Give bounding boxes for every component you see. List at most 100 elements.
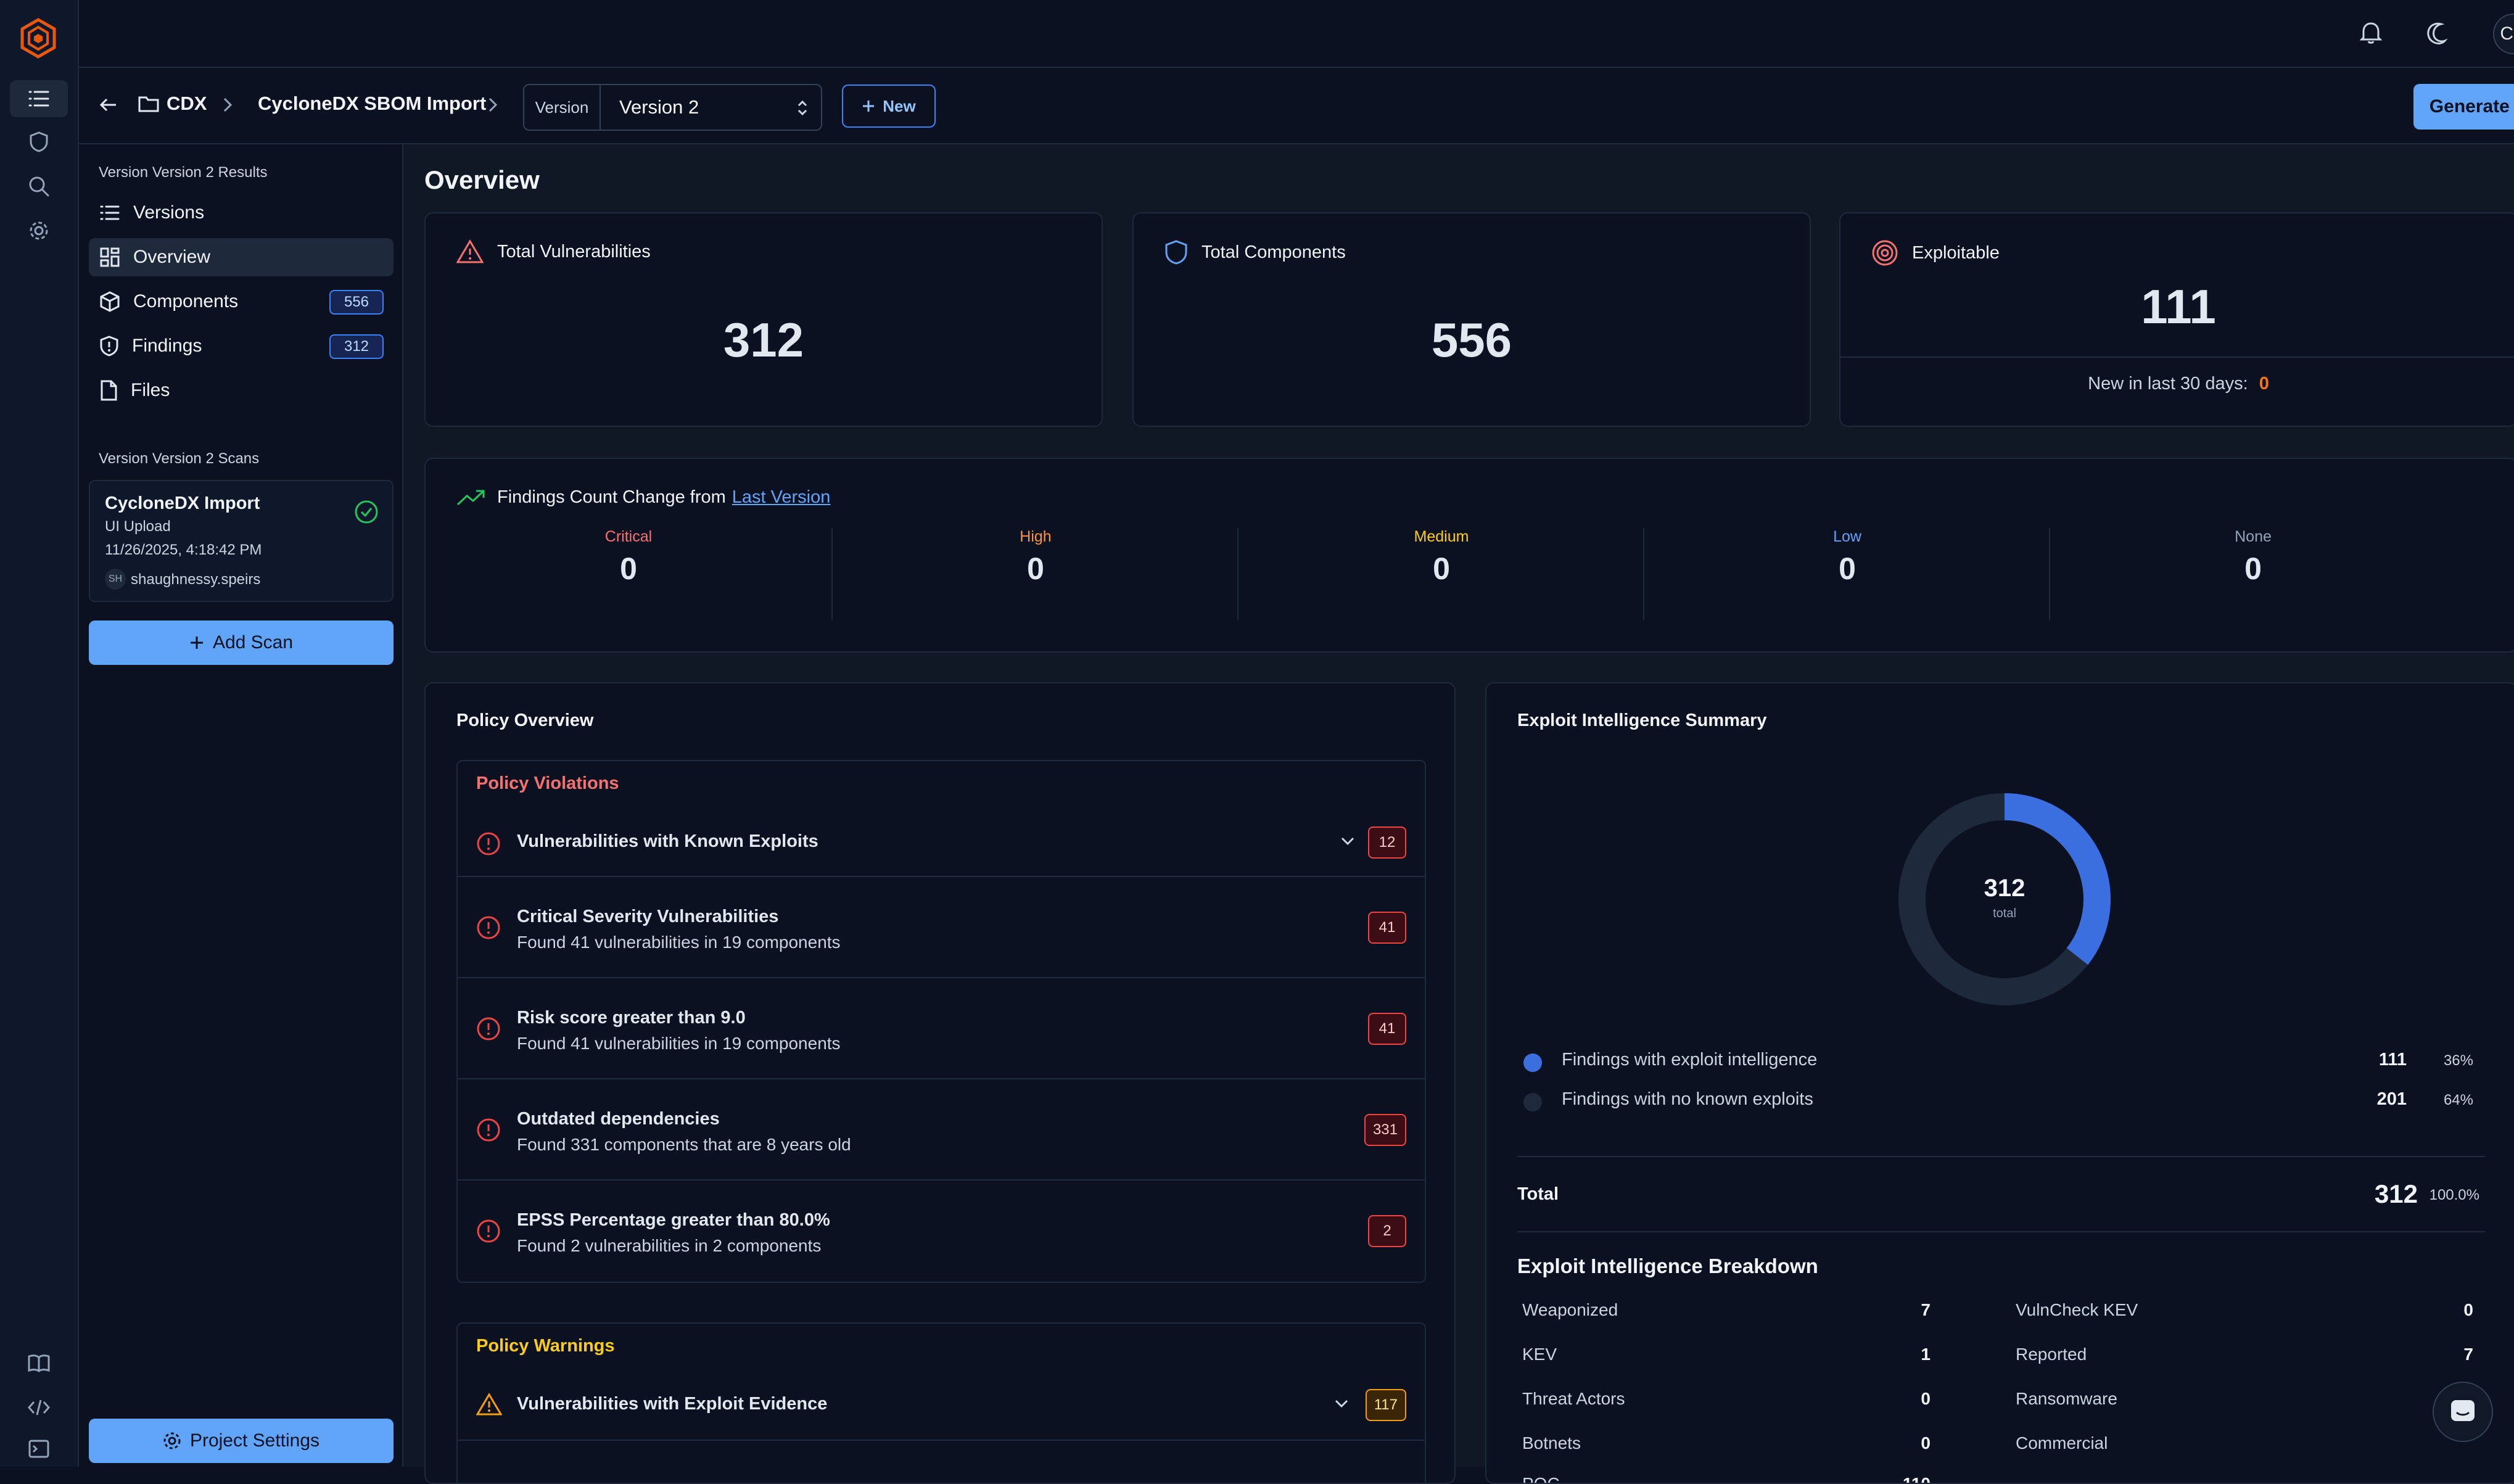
project-settings-button[interactable]: Project Settings [89,1419,394,1463]
generate-sbom-button[interactable]: Generate SBOM [2413,84,2514,130]
logo-icon[interactable] [18,18,59,59]
new-version-button[interactable]: New [842,85,936,128]
new-last-30-days-value: 0 [2259,374,2269,394]
breakdown-value: 0 [1857,1389,1931,1409]
policy-row[interactable]: Outdated dependencies Found 331 componen… [458,1078,1425,1179]
book-icon[interactable] [10,1345,68,1382]
legend-item: Findings with no known exploits 201 64% [1523,1089,2479,1114]
policy-title: Vulnerabilities with Known Exploits [517,831,818,852]
nav-item-label: Overview [133,247,210,268]
nav-item-versions[interactable]: Versions [89,194,394,232]
divider [1840,357,2514,358]
policy-row[interactable]: Vulnerabilities with Known Exploits 12 [458,761,1425,876]
bell-icon[interactable] [2360,20,2382,45]
breadcrumb: CDX CycloneDX SBOM Import Version Versio… [79,68,2514,144]
add-scan-button[interactable]: Add Scan [89,620,394,665]
scan-card[interactable]: CycloneDX Import UI Upload 11/26/2025, 4… [89,480,394,602]
legend-value: 111 [2379,1050,2407,1070]
back-arrow-icon[interactable] [97,94,120,116]
exploit-donut-chart: 312 total [1894,788,2116,1010]
total-percent: 100.0% [2430,1187,2479,1204]
card-label: Exploitable [1912,243,2000,263]
scan-source: UI Upload [105,518,171,535]
policy-row[interactable]: Risk score greater than 9.0 Found 41 vul… [458,977,1425,1078]
list-icon[interactable] [10,80,68,117]
project-settings-label: Project Settings [190,1430,319,1451]
scans-heading: Version Version 2 Scans [99,450,259,468]
terminal-icon[interactable] [10,1433,68,1464]
nav-item-components[interactable]: Components 556 [89,282,394,321]
legend-percent: 36% [2444,1052,2473,1070]
critical-value: 0 [426,551,831,587]
breadcrumb-project-label: CycloneDX SBOM Import [258,93,486,115]
plus-icon [189,635,204,650]
warning-triangle-icon [476,1393,502,1416]
legend-percent: 64% [2444,1092,2473,1109]
policy-title: EPSS Percentage greater than 80.0% [517,1210,830,1230]
breadcrumb-project[interactable]: CycloneDX SBOM Import [258,93,486,115]
policy-row[interactable]: Critical Severity Vulnerabilities Found … [458,876,1425,977]
last-version-link[interactable]: Last Version [732,487,831,508]
policy-title: Outdated dependencies [517,1109,720,1129]
shield-icon [1164,239,1188,265]
card-label: Total Components [1201,242,1346,263]
legend-swatch [1523,1053,1542,1072]
policy-subtitle: Found 2 vulnerabilities in 2 components [517,1236,821,1256]
nav-item-findings[interactable]: Findings 312 [89,327,394,365]
nav-item-label: Components [133,291,238,312]
total-components-value: 556 [1134,312,1810,368]
total-label: Total [1517,1184,1559,1205]
version-select[interactable]: Version Version 2 [523,84,822,131]
shield-icon[interactable] [10,123,68,160]
chat-icon[interactable] [2433,1382,2493,1442]
breakdown-label: KEV [1522,1345,1557,1364]
findings-change-title: Findings Count Change from Last Version [456,487,830,508]
findings-count-badge: 312 [329,334,384,359]
gear-icon[interactable] [10,212,68,249]
low-change: Low 0 [1644,528,2050,587]
policy-violations-box: Policy Violations Vulnerabilities with K… [456,760,1426,1283]
alert-circle-icon [476,831,501,856]
policy-title: Critical Severity Vulnerabilities [517,907,778,927]
chevron-down-icon[interactable] [1333,1398,1350,1410]
breadcrumb-folder-label: CDX [167,93,207,115]
components-count-badge: 556 [329,290,384,315]
divider [1517,1231,2486,1232]
total-components-title: Total Components [1164,239,1346,265]
page-title: Overview [424,165,540,195]
total-vulnerabilities-value: 312 [426,312,1102,368]
critical-label: Critical [426,528,831,546]
policy-title: Vulnerabilities with Exploit Evidence [517,1394,827,1414]
results-heading: Version Version 2 Results [99,164,267,181]
search-icon[interactable] [10,168,68,205]
policy-warnings-box: Policy Warnings Vulnerabilities with Exp… [456,1322,1426,1484]
breakdown-value: 7 [2399,1345,2473,1364]
findings-change-card: Findings Count Change from Last Version … [424,458,2514,653]
chevron-right-icon [486,96,500,113]
policy-overview-card: Policy Overview Policy Violations Vulner… [424,682,1456,1484]
high-label: High [833,528,1238,546]
medium-change: Medium 0 [1238,528,1644,587]
nav-item-overview[interactable]: Overview [89,238,394,276]
chevron-right-icon [221,96,234,113]
user-avatar[interactable]: CH [2493,14,2514,54]
moon-icon[interactable] [2425,20,2449,45]
chevron-down-icon[interactable] [1340,835,1356,847]
chevron-up-down-icon [796,99,809,117]
violation-count-badge: 41 [1368,1013,1406,1045]
low-label: Low [1644,528,2050,546]
breakdown-value: 110 [1857,1474,1931,1484]
folder-icon [138,94,159,113]
code-icon[interactable] [10,1389,68,1426]
donut-total: 312 [1894,875,2116,902]
policy-row[interactable]: Vulnerabilities with Exploit Evidence 11… [458,1324,1425,1441]
alert-circle-icon [476,1118,501,1142]
nav-item-files[interactable]: Files [89,371,394,410]
breakdown-label: Reported [2016,1345,2087,1364]
version-select-label: Version [524,85,601,130]
cube-icon [100,291,120,312]
breadcrumb-folder[interactable]: CDX [138,93,207,115]
violation-count-badge: 41 [1368,912,1406,944]
breakdown-value: 0 [1857,1433,1931,1453]
policy-row[interactable]: EPSS Percentage greater than 80.0% Found… [458,1179,1425,1282]
